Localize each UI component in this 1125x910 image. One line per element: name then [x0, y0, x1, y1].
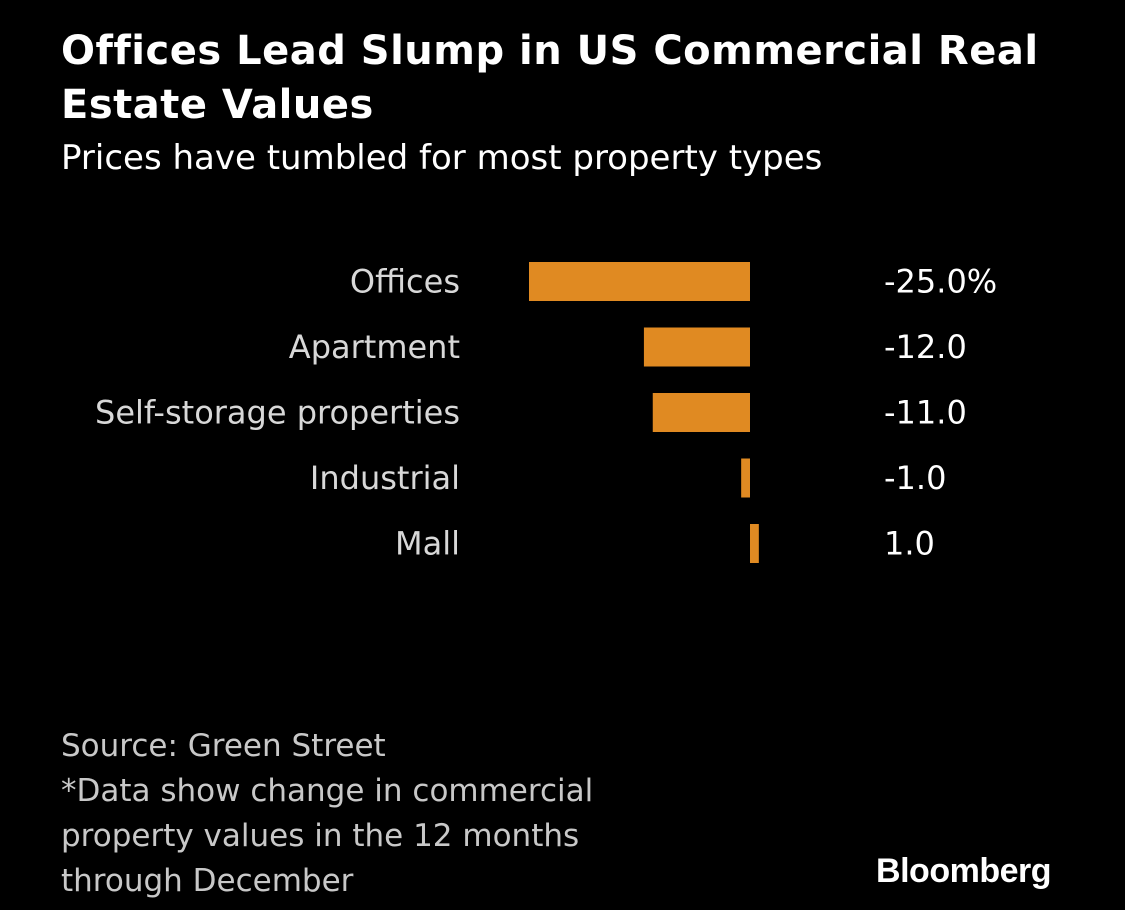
bar: [529, 262, 750, 301]
bar-chart: Offices -25.0% Apartment -12.0 Self-storage …: [95, 262, 997, 563]
category-label: Self-storage properties: [95, 394, 460, 432]
footnote-line-1: *Data show change in commercial: [61, 773, 594, 809]
bar: [750, 524, 759, 563]
bar: [741, 458, 750, 498]
source-note: Source: Green Street: [61, 728, 386, 764]
category-label: Mall: [395, 525, 460, 563]
category-label: Offices: [350, 263, 460, 301]
chart-subtitle: Prices have tumbled for most property ty…: [61, 138, 823, 178]
value-label: -11.0: [884, 394, 967, 432]
footnote: Source: Green Street *Data show change i…: [61, 724, 701, 904]
category-label: Apartment: [289, 328, 460, 366]
bloomberg-logo: Bloomberg: [876, 852, 1051, 890]
value-label: -12.0: [884, 328, 967, 366]
category-label: Industrial: [310, 459, 460, 497]
footnote-line-2: property values in the 12 months: [61, 818, 580, 854]
value-label: -1.0: [884, 459, 946, 497]
chart-title: Offices Lead Slump in US Commercial Real…: [61, 28, 1039, 128]
footnote-line-3: through December: [61, 863, 354, 899]
value-label: -25.0%: [884, 263, 997, 301]
value-label: 1.0: [884, 525, 935, 563]
bar: [643, 327, 750, 367]
bar: [652, 393, 750, 432]
